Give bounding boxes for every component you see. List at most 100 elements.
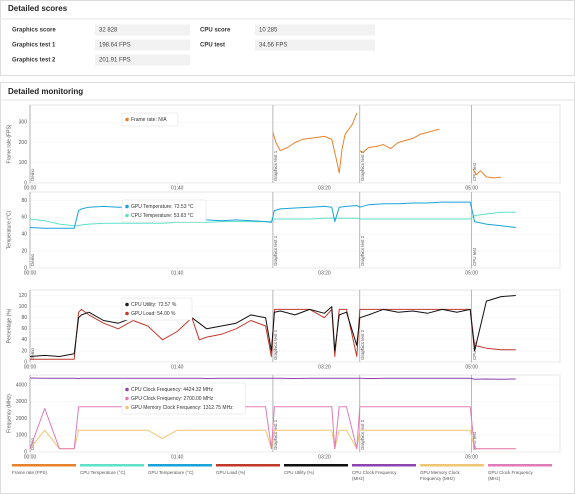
legend-swatch (420, 464, 484, 467)
score-box (95, 24, 190, 36)
tooltip (121, 382, 246, 415)
section-label: Demo (30, 437, 35, 450)
y-tick-label: 0 (24, 265, 27, 271)
score-box (95, 39, 190, 51)
y-tick-label: 200 (19, 140, 28, 146)
section-label: Demo (30, 347, 35, 360)
x-tick-label: 01:40 (171, 364, 184, 370)
y-tick-label: 0 (24, 359, 27, 365)
scores-title: Detailed scores (8, 4, 68, 13)
legend-label-line: CPU Clock Frequency (352, 470, 397, 475)
score-value: 10 285 (259, 28, 278, 34)
legend-label: CPU Temperature (°C) (80, 470, 126, 475)
legend-swatch (352, 464, 416, 467)
y-tick-label: 60 (21, 326, 27, 332)
series-line (272, 112, 502, 179)
y-tick-label: 60 (21, 215, 27, 221)
legend-label: Frame rate (FPS) (12, 470, 48, 475)
y-tick-label: 100 (19, 304, 28, 310)
series-line (29, 201, 516, 229)
y-tick-label: 80 (21, 198, 27, 204)
y-tick-label: 1000 (16, 433, 27, 439)
series-line (29, 211, 516, 227)
y-axis-label: Frame rate (FPS) (6, 124, 12, 163)
x-tick-label: 01:40 (171, 454, 184, 460)
legend-label: GPU Temperature (°C) (148, 470, 194, 475)
legend-label: GPU Clock Frequency (MHz) (488, 470, 534, 481)
legend-swatch (216, 464, 280, 467)
tooltip-dot (125, 117, 129, 122)
legend-label: GPU Load (%) (216, 470, 246, 475)
y-tick-label: 3000 (16, 399, 27, 405)
score-box (255, 39, 375, 51)
y-tick-label: 40 (21, 232, 27, 238)
x-tick-label: 00:00 (24, 185, 37, 191)
tooltip-dot (125, 311, 129, 316)
legend-label: CPU Utility (%) (284, 470, 315, 475)
score-label: Graphics test 2 (12, 58, 56, 64)
score-value: 201.91 FPS (99, 58, 131, 64)
score-label: CPU score (200, 28, 231, 34)
score-label: Graphics score (12, 28, 56, 34)
series-line (29, 377, 516, 380)
legend-label-line: GPU Memory Clock (420, 470, 461, 475)
legend-swatch (488, 464, 552, 467)
series-line (29, 295, 516, 357)
score-label: CPU test (200, 43, 225, 49)
legend-label-line: GPU Clock Frequency (488, 470, 534, 475)
y-tick-label: 300 (19, 120, 28, 126)
y-axis-label: Frequency (MHz) (6, 394, 12, 433)
tooltip-text: Frame rate: N/A (131, 117, 167, 123)
tooltip-dot (125, 396, 129, 401)
legend-swatch (284, 464, 348, 467)
series-line (30, 308, 516, 360)
legend-swatch (80, 464, 144, 467)
x-tick-label: 01:40 (171, 270, 184, 276)
tooltip-text: CPU Temperature: 53.63 °C (131, 213, 194, 219)
tooltip-dot (125, 387, 129, 392)
section-label: Demo (30, 168, 35, 181)
x-tick-label: 03:20 (318, 454, 331, 460)
score-value: 34.56 FPS (259, 43, 287, 49)
tooltip-dot (125, 405, 129, 410)
y-tick-label: 4000 (16, 382, 27, 388)
section-label: Graphics test 2 (360, 329, 365, 360)
y-tick-label: 0 (24, 449, 27, 455)
tooltip-text: GPU Memory Clock Frequency: 1312.75 MHz (131, 405, 233, 411)
series-line (29, 429, 516, 450)
tooltip-dot (125, 302, 129, 307)
score-label: Graphics test 1 (12, 43, 56, 49)
monitoring-title: Detailed monitoring (8, 87, 83, 96)
tooltip-text: GPU Load: 54.00 % (131, 311, 176, 317)
section-label: Demo (30, 253, 35, 266)
section-label: Graphics test 2 (360, 235, 365, 266)
y-tick-label: 100 (19, 160, 28, 166)
section-label: Graphics test 2 (360, 419, 365, 450)
score-value: 32 828 (99, 28, 118, 34)
section-label: Graphics test 1 (273, 419, 278, 450)
y-tick-label: 20 (21, 348, 27, 354)
x-tick-label: 00:00 (24, 270, 37, 276)
y-axis-label: Percentage (%) (6, 308, 12, 343)
section-label: CPU test (472, 247, 477, 266)
tooltip (121, 297, 193, 321)
section-label: Graphics test 2 (360, 150, 365, 181)
y-tick-label: 40 (21, 337, 27, 343)
legend-swatch (12, 464, 76, 467)
y-tick-label: 0 (24, 180, 27, 186)
y-tick-label: 20 (21, 248, 27, 254)
tooltip (121, 199, 207, 223)
x-tick-label: 03:20 (318, 364, 331, 370)
legend-swatch (148, 464, 212, 467)
series-line (29, 406, 516, 450)
legend-label: CPU Clock Frequency (MHz) (352, 470, 397, 481)
tooltip-text: CPU Utility: 72.57 % (131, 302, 177, 308)
section-label: Graphics test 1 (273, 150, 278, 181)
section-label: CPU test (472, 431, 477, 450)
y-axis-label: Temperature (°C) (6, 210, 12, 249)
legend-label-line: (MHz) (352, 476, 365, 481)
legend-label: GPU Memory Clock Frequency (MHz) (420, 470, 461, 481)
tooltip-dot (125, 204, 129, 209)
